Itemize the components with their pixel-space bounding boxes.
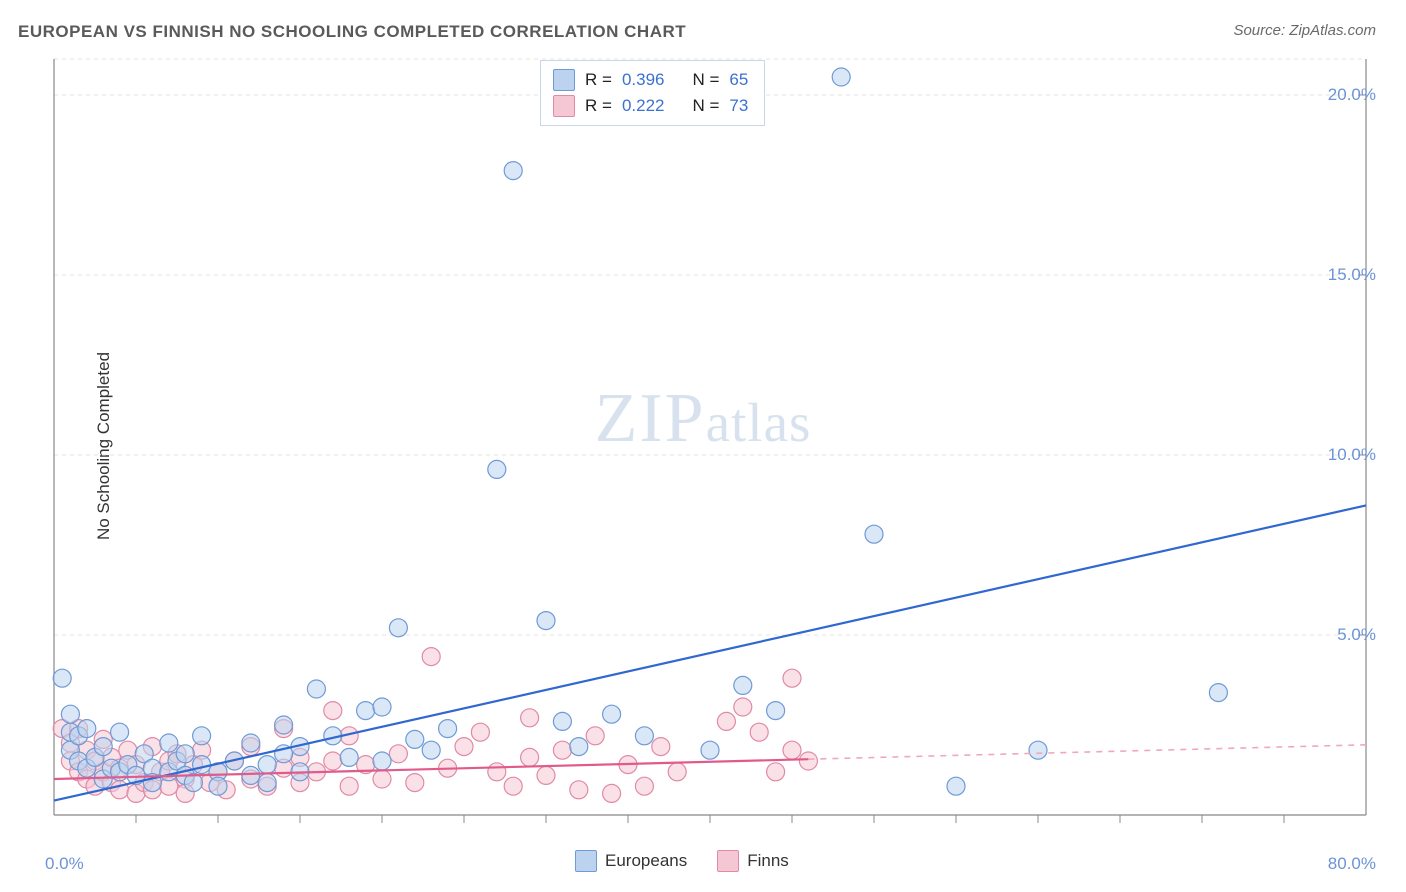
x-axis-max-label: 80.0% — [1328, 854, 1376, 874]
source-attribution: Source: ZipAtlas.com — [1233, 22, 1376, 39]
r-label: R = — [585, 96, 612, 116]
n-label: N = — [692, 70, 719, 90]
legend-item-europeans: Europeans — [575, 850, 687, 872]
swatch-finns-icon — [717, 850, 739, 872]
n-value-finns: 73 — [729, 96, 748, 116]
legend-item-finns: Finns — [717, 850, 789, 872]
swatch-finns — [553, 95, 575, 117]
y-tick-label: 15.0% — [1328, 265, 1376, 285]
r-value-finns: 0.222 — [622, 96, 665, 116]
n-value-europeans: 65 — [729, 70, 748, 90]
r-label: R = — [585, 70, 612, 90]
y-tick-label: 20.0% — [1328, 85, 1376, 105]
correlation-chart — [50, 55, 1370, 835]
legend-label-finns: Finns — [747, 851, 789, 871]
legend-statistics: R = 0.396 N = 65 R = 0.222 N = 73 — [540, 60, 765, 126]
r-value-europeans: 0.396 — [622, 70, 665, 90]
y-tick-label: 10.0% — [1328, 445, 1376, 465]
x-axis-min-label: 0.0% — [45, 854, 84, 874]
legend-series: Europeans Finns — [575, 850, 789, 872]
swatch-europeans — [553, 69, 575, 91]
chart-title: EUROPEAN VS FINNISH NO SCHOOLING COMPLET… — [18, 22, 686, 42]
legend-row-europeans: R = 0.396 N = 65 — [553, 67, 748, 93]
legend-row-finns: R = 0.222 N = 73 — [553, 93, 748, 119]
y-tick-label: 5.0% — [1337, 625, 1376, 645]
n-label: N = — [692, 96, 719, 116]
legend-label-europeans: Europeans — [605, 851, 687, 871]
swatch-europeans-icon — [575, 850, 597, 872]
